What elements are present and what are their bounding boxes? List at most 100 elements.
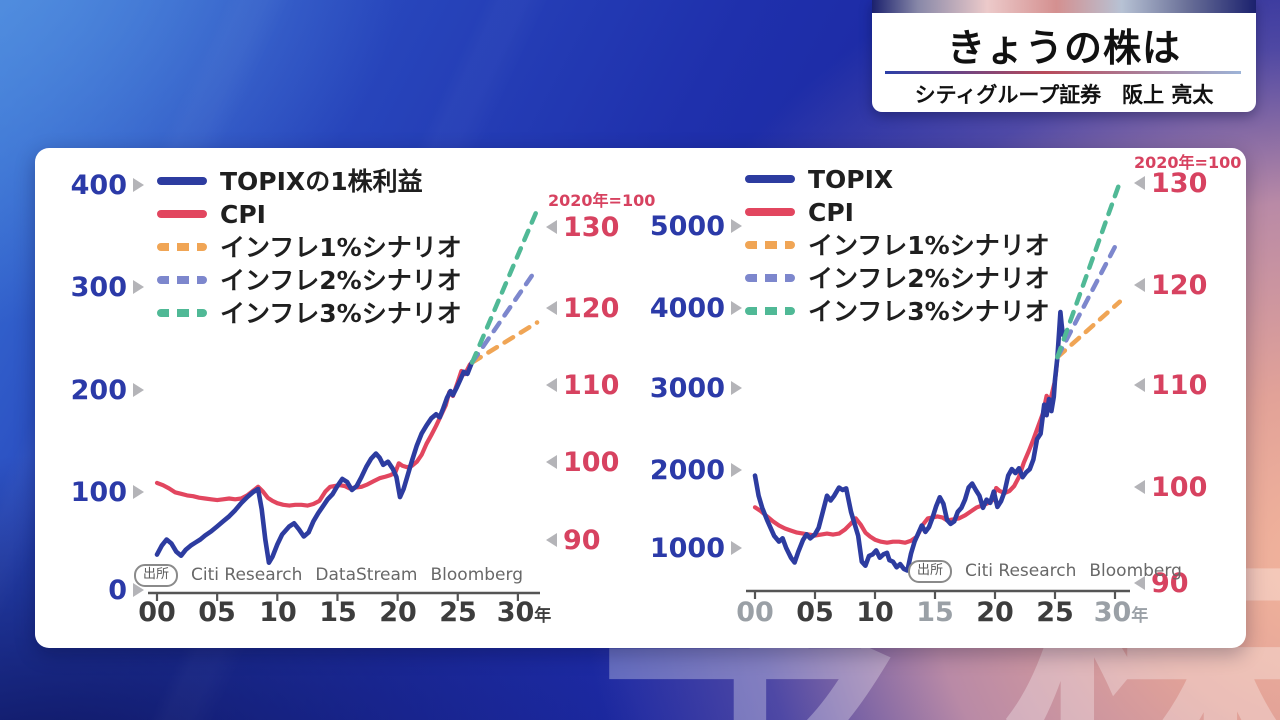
- series-line-1-4: [1055, 183, 1121, 360]
- y-tick-label: 120: [1151, 269, 1208, 301]
- x-tick-label-with-unit: 30年: [1094, 599, 1149, 626]
- legend-item-inflation-1pct: インフレ1%シナリオ: [157, 234, 462, 260]
- triangle-right-icon: [731, 381, 742, 395]
- y-axis-left-tick: 300: [40, 271, 144, 303]
- series-line-0-0: [154, 359, 475, 566]
- legend-label-inflation-3pct: インフレ3%シナリオ: [220, 298, 462, 328]
- legend-topix-cpi: TOPIX CPI インフレ1%シナリオ インフレ2%シナリオ インフレ3%シナ…: [745, 166, 1050, 324]
- legend-swatch-cpi: [157, 210, 207, 218]
- legend-label-inflation-2pct: インフレ2%シナリオ: [808, 263, 1050, 293]
- program-title-card: きょうの株は シティグループ証券 阪上 亮太: [872, 0, 1256, 112]
- y-axis-left-tick: 2000: [636, 454, 742, 486]
- y-axis-right-tick: 120: [546, 292, 619, 324]
- y-tick-label: 130: [563, 211, 620, 243]
- triangle-left-icon: [546, 301, 557, 315]
- legend-label-cpi: CPI: [808, 197, 854, 227]
- y-tick-label: 5000: [649, 210, 725, 242]
- x-tick-label: 30: [496, 597, 535, 628]
- y-axis-right-tick: 110: [546, 369, 619, 401]
- legend-swatch-cpi: [745, 208, 795, 216]
- title-gradient-strip: [872, 0, 1256, 13]
- triangle-right-icon: [133, 280, 144, 294]
- y-axis-left-tick: 200: [40, 374, 144, 406]
- y-tick-label: 4000: [649, 292, 725, 324]
- legend-item-inflation-3pct: インフレ3%シナリオ: [157, 300, 462, 326]
- triangle-right-icon: [133, 178, 144, 192]
- legend-label-cpi: CPI: [220, 199, 266, 229]
- x-tick-label: 05: [796, 597, 834, 628]
- year-suffix: 年: [1131, 606, 1149, 626]
- series-line-0-3: [469, 269, 537, 365]
- analyst-credit: シティグループ証券 阪上 亮太: [914, 83, 1214, 107]
- y-tick-label: 110: [1151, 369, 1208, 401]
- legend-item-inflation-2pct: インフレ2%シナリオ: [745, 265, 1050, 291]
- y-axis-left-tick: 4000: [636, 292, 742, 324]
- y-tick-label: 120: [563, 292, 620, 324]
- series-line-0-2: [469, 320, 540, 365]
- triangle-left-icon: [546, 378, 557, 392]
- legend-swatch-topix-eps: [157, 177, 207, 185]
- right-axis-unit: 2020年=100: [548, 191, 656, 210]
- y-axis-right-tick: 120: [1134, 269, 1207, 301]
- legend-swatch-inflation-3pct: [745, 307, 795, 315]
- source-tag: 出所: [908, 560, 953, 583]
- triangle-left-icon: [1134, 378, 1145, 392]
- x-tick-label: 05: [198, 597, 236, 628]
- y-axis-right-tick: 90: [546, 524, 601, 556]
- x-tick-label: 25: [439, 597, 477, 628]
- title-divider: [885, 71, 1241, 74]
- series-line-1-1: [752, 355, 1060, 545]
- y-axis-right-tick: 100: [546, 446, 619, 478]
- y-tick-label: 100: [70, 476, 127, 508]
- eps-cpi-plot: [148, 210, 540, 601]
- y-tick-label: 200: [70, 374, 127, 406]
- legend-label-inflation-1pct: インフレ1%シナリオ: [220, 232, 462, 262]
- y-axis-right-tick: 100: [1134, 471, 1207, 503]
- triangle-right-icon: [731, 219, 742, 233]
- source-name: Bloomberg: [1089, 561, 1182, 582]
- series-line-1-2: [1055, 299, 1123, 360]
- legend-swatch-inflation-2pct: [745, 274, 795, 282]
- x-tick-label: 00: [138, 597, 176, 628]
- legend-label-inflation-2pct: インフレ2%シナリオ: [220, 265, 462, 295]
- y-axis-right-tick: 90: [1134, 567, 1189, 599]
- source-name: Citi Research: [965, 561, 1077, 582]
- y-tick-label: 90: [563, 524, 601, 556]
- x-tick-label-with-unit: 30年: [497, 599, 552, 626]
- series-line-1-3: [1055, 239, 1120, 360]
- y-axis-left-tick: 1000: [636, 532, 742, 564]
- y-tick-label: 130: [1151, 167, 1208, 199]
- x-tick-label: 30: [1093, 597, 1132, 628]
- legend-item-topix-eps: TOPIXの1株利益: [157, 168, 462, 194]
- legend-label-inflation-1pct: インフレ1%シナリオ: [808, 230, 1050, 260]
- triangle-left-icon: [1134, 278, 1145, 292]
- y-axis-right-tick: 130: [1134, 167, 1207, 199]
- y-tick-label: 1000: [649, 532, 725, 564]
- y-tick-label: 100: [563, 446, 620, 478]
- legend-item-cpi: CPI: [745, 199, 1050, 225]
- y-axis-left-tick: 5000: [636, 210, 742, 242]
- legend-swatch-inflation-2pct: [157, 276, 207, 284]
- triangle-right-icon: [731, 301, 742, 315]
- x-tick-label: 00: [736, 597, 774, 628]
- source-tag: 出所: [134, 564, 179, 587]
- y-axis-left-tick: 100: [40, 476, 144, 508]
- legend-swatch-topix: [745, 175, 795, 183]
- legend-swatch-inflation-1pct: [157, 243, 207, 251]
- x-tick-label: 20: [976, 597, 1014, 628]
- triangle-left-icon: [546, 533, 557, 547]
- y-axis-right-tick: 130: [546, 211, 619, 243]
- triangle-right-icon: [133, 485, 144, 499]
- series-line-0-1: [154, 360, 475, 508]
- x-tick-label: 15: [916, 597, 954, 628]
- y-axis-left-tick: 0: [40, 574, 144, 606]
- y-tick-label: 0: [108, 574, 127, 606]
- triangle-left-icon: [1134, 480, 1145, 494]
- x-tick-label: 10: [259, 597, 297, 628]
- y-tick-label: 3000: [649, 372, 725, 404]
- source-name: Bloomberg: [430, 565, 523, 586]
- y-tick-label: 90: [1151, 567, 1189, 599]
- source-name: DataStream: [315, 565, 418, 586]
- x-tick-label: 20: [379, 597, 417, 628]
- topix-cpi-plot: [746, 183, 1130, 599]
